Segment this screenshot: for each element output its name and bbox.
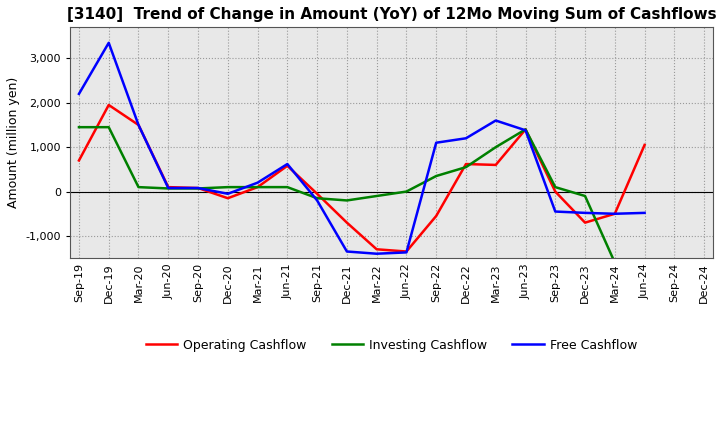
Free Cashflow	[521, 128, 530, 133]
Free Cashflow	[551, 209, 559, 214]
Investing Cashflow	[223, 184, 232, 190]
Free Cashflow	[372, 251, 381, 257]
Operating Cashflow	[551, 189, 559, 194]
Operating Cashflow	[581, 220, 590, 225]
Operating Cashflow	[372, 247, 381, 252]
Investing Cashflow	[343, 198, 351, 203]
Operating Cashflow	[492, 162, 500, 168]
Investing Cashflow	[75, 125, 84, 130]
Free Cashflow	[312, 198, 321, 203]
Operating Cashflow	[432, 213, 441, 219]
Operating Cashflow	[462, 161, 470, 167]
Investing Cashflow	[134, 184, 143, 190]
Operating Cashflow	[402, 249, 410, 254]
Operating Cashflow	[283, 163, 292, 169]
Operating Cashflow	[312, 191, 321, 196]
Investing Cashflow	[492, 144, 500, 150]
Free Cashflow	[462, 136, 470, 141]
Operating Cashflow	[104, 103, 113, 108]
Investing Cashflow	[551, 184, 559, 190]
Operating Cashflow	[521, 127, 530, 132]
Free Cashflow	[194, 185, 202, 191]
Investing Cashflow	[253, 184, 262, 190]
Legend: Operating Cashflow, Investing Cashflow, Free Cashflow: Operating Cashflow, Investing Cashflow, …	[141, 334, 642, 357]
Investing Cashflow	[194, 186, 202, 191]
Operating Cashflow	[194, 185, 202, 191]
Investing Cashflow	[104, 125, 113, 130]
Operating Cashflow	[253, 184, 262, 190]
Free Cashflow	[283, 161, 292, 167]
Title: [3140]  Trend of Change in Amount (YoY) of 12Mo Moving Sum of Cashflows: [3140] Trend of Change in Amount (YoY) o…	[67, 7, 716, 22]
Operating Cashflow	[223, 196, 232, 201]
Free Cashflow	[640, 210, 649, 216]
Free Cashflow	[581, 210, 590, 216]
Line: Free Cashflow: Free Cashflow	[79, 43, 644, 254]
Investing Cashflow	[283, 184, 292, 190]
Operating Cashflow	[343, 220, 351, 225]
Free Cashflow	[492, 118, 500, 123]
Investing Cashflow	[402, 189, 410, 194]
Operating Cashflow	[611, 211, 619, 216]
Free Cashflow	[75, 91, 84, 96]
Free Cashflow	[164, 185, 173, 191]
Investing Cashflow	[611, 260, 619, 265]
Operating Cashflow	[640, 142, 649, 147]
Y-axis label: Amount (million yen): Amount (million yen)	[7, 77, 20, 209]
Free Cashflow	[104, 40, 113, 45]
Line: Operating Cashflow: Operating Cashflow	[79, 105, 644, 252]
Investing Cashflow	[462, 165, 470, 170]
Line: Investing Cashflow: Investing Cashflow	[79, 127, 615, 263]
Investing Cashflow	[164, 186, 173, 191]
Free Cashflow	[343, 249, 351, 254]
Free Cashflow	[611, 211, 619, 216]
Investing Cashflow	[432, 173, 441, 179]
Investing Cashflow	[372, 193, 381, 198]
Free Cashflow	[402, 250, 410, 255]
Free Cashflow	[223, 191, 232, 196]
Investing Cashflow	[312, 196, 321, 201]
Investing Cashflow	[581, 193, 590, 198]
Operating Cashflow	[164, 184, 173, 190]
Free Cashflow	[253, 180, 262, 185]
Operating Cashflow	[134, 122, 143, 128]
Operating Cashflow	[75, 158, 84, 163]
Free Cashflow	[432, 140, 441, 145]
Investing Cashflow	[521, 127, 530, 132]
Free Cashflow	[134, 122, 143, 128]
